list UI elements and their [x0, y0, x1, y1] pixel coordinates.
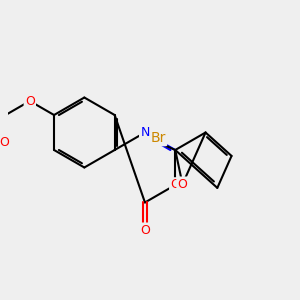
Text: O: O: [170, 178, 180, 191]
Text: N: N: [140, 126, 150, 139]
Text: O: O: [140, 224, 150, 237]
Text: O: O: [178, 178, 188, 191]
Text: O: O: [0, 136, 9, 148]
Text: Br: Br: [151, 131, 166, 145]
Text: O: O: [25, 94, 35, 107]
